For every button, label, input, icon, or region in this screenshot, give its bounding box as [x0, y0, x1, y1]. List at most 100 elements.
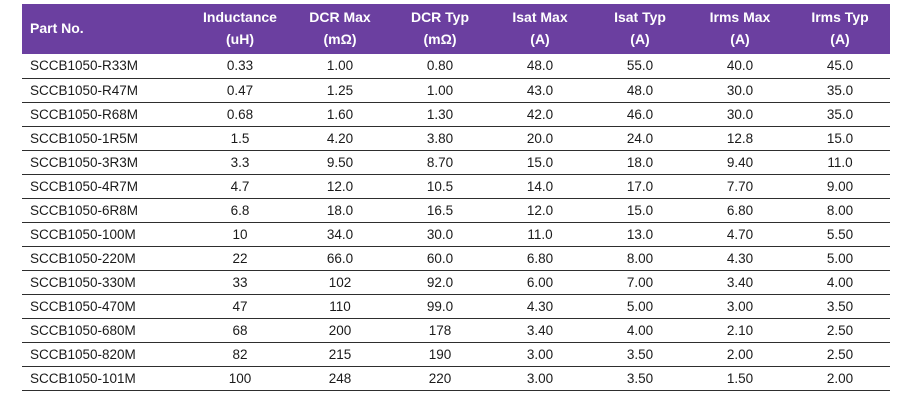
- value-cell: 43.0: [490, 78, 590, 103]
- header-irms-typ: Irms Typ (A): [790, 4, 890, 54]
- table-row: SCCB1050-4R7M 4.7 12.0 10.5 14.0 17.0 7.70 9.00: [22, 174, 890, 199]
- table-row: SCCB1050-470M 47 110 99.0 4.30 5.00 3.00 3.50: [22, 294, 890, 319]
- value-cell: 17.0: [590, 174, 690, 199]
- value-cell: 0.68: [190, 102, 290, 127]
- value-cell: 5.50: [790, 222, 890, 247]
- value-cell: 10.5: [390, 174, 490, 199]
- value-cell: 1.25: [290, 78, 390, 103]
- value-cell: 15.0: [590, 198, 690, 223]
- header-label: DCR Max: [309, 9, 371, 26]
- value-cell: 48.0: [490, 54, 590, 79]
- value-cell: 4.30: [690, 246, 790, 271]
- header-inductance: Inductance (uH): [190, 4, 290, 54]
- value-cell: 12.0: [290, 174, 390, 199]
- value-cell: 18.0: [590, 150, 690, 175]
- value-cell: 0.80: [390, 54, 490, 79]
- header-irms-max: Irms Max (A): [690, 4, 790, 54]
- value-cell: 4.30: [490, 294, 590, 319]
- part-no-cell: SCCB1050-101M: [22, 366, 190, 391]
- value-cell: 4.7: [190, 174, 290, 199]
- table-row: SCCB1050-R68M 0.68 1.60 1.30 42.0 46.0 30.0 35.…: [22, 102, 890, 127]
- part-no-cell: SCCB1050-1R5M: [22, 126, 190, 151]
- value-cell: 215: [290, 342, 390, 367]
- table-row: SCCB1050-1R5M 1.5 4.20 3.80 20.0 24.0 12.8 15.0: [22, 126, 890, 151]
- inductor-spec-table: Part No. Inductance (uH) DCR Max (mΩ) DC…: [22, 4, 890, 391]
- value-cell: 47: [190, 294, 290, 319]
- table-row: SCCB1050-330M 33 102 92.0 6.00 7.00 3.40 4.00: [22, 270, 890, 295]
- value-cell: 12.0: [490, 198, 590, 223]
- part-no-cell: SCCB1050-R33M: [22, 54, 190, 79]
- value-cell: 3.00: [690, 294, 790, 319]
- header-dcr-max: DCR Max (mΩ): [290, 4, 390, 54]
- value-cell: 3.50: [790, 294, 890, 319]
- value-cell: 8.00: [590, 246, 690, 271]
- header-unit: (mΩ): [423, 31, 457, 47]
- value-cell: 16.5: [390, 198, 490, 223]
- value-cell: 110: [290, 294, 390, 319]
- value-cell: 7.70: [690, 174, 790, 199]
- table-row: SCCB1050-R47M 0.47 1.25 1.00 43.0 48.0 30.0 35.…: [22, 78, 890, 103]
- value-cell: 4.00: [790, 270, 890, 295]
- header-unit: (A): [630, 31, 650, 47]
- value-cell: 3.50: [590, 366, 690, 391]
- header-unit: (mΩ): [323, 31, 357, 47]
- value-cell: 6.80: [490, 246, 590, 271]
- value-cell: 22: [190, 246, 290, 271]
- value-cell: 11.0: [790, 150, 890, 175]
- value-cell: 46.0: [590, 102, 690, 127]
- value-cell: 5.00: [790, 246, 890, 271]
- value-cell: 33: [190, 270, 290, 295]
- value-cell: 24.0: [590, 126, 690, 151]
- header-label: Part No.: [30, 20, 84, 37]
- value-cell: 35.0: [790, 78, 890, 103]
- value-cell: 45.0: [790, 54, 890, 79]
- header-label: DCR Typ: [410, 9, 470, 26]
- value-cell: 6.00: [490, 270, 590, 295]
- value-cell: 9.00: [790, 174, 890, 199]
- value-cell: 2.00: [690, 342, 790, 367]
- header-label: Inductance: [203, 9, 277, 26]
- value-cell: 55.0: [590, 54, 690, 79]
- value-cell: 190: [390, 342, 490, 367]
- value-cell: 14.0: [490, 174, 590, 199]
- header-part-no: Part No.: [22, 4, 190, 54]
- header-label: Isat Typ: [614, 9, 666, 26]
- value-cell: 200: [290, 318, 390, 343]
- value-cell: 1.00: [290, 54, 390, 79]
- value-cell: 12.8: [690, 126, 790, 151]
- table-row: SCCB1050-6R8M 6.8 18.0 16.5 12.0 15.0 6.80 8.00: [22, 198, 890, 223]
- value-cell: 9.40: [690, 150, 790, 175]
- value-cell: 10: [190, 222, 290, 247]
- value-cell: 3.00: [490, 342, 590, 367]
- value-cell: 102: [290, 270, 390, 295]
- value-cell: 220: [390, 366, 490, 391]
- table-row: SCCB1050-820M 82 215 190 3.00 3.50 2.00 2.50: [22, 342, 890, 367]
- value-cell: 9.50: [290, 150, 390, 175]
- value-cell: 40.0: [690, 54, 790, 79]
- value-cell: 6.80: [690, 198, 790, 223]
- value-cell: 60.0: [390, 246, 490, 271]
- header-isat-typ: Isat Typ (A): [590, 4, 690, 54]
- part-no-cell: SCCB1050-470M: [22, 294, 190, 319]
- part-no-cell: SCCB1050-820M: [22, 342, 190, 367]
- part-no-cell: SCCB1050-R47M: [22, 78, 190, 103]
- part-no-cell: SCCB1050-680M: [22, 318, 190, 343]
- value-cell: 4.00: [590, 318, 690, 343]
- value-cell: 7.00: [590, 270, 690, 295]
- value-cell: 20.0: [490, 126, 590, 151]
- value-cell: 100: [190, 366, 290, 391]
- table-row: SCCB1050-100M 10 34.0 30.0 11.0 13.0 4.70 5.50: [22, 222, 890, 247]
- value-cell: 3.40: [490, 318, 590, 343]
- value-cell: 5.00: [590, 294, 690, 319]
- value-cell: 48.0: [590, 78, 690, 103]
- value-cell: 1.30: [390, 102, 490, 127]
- table-row: SCCB1050-220M 22 66.0 60.0 6.80 8.00 4.30 5.00: [22, 246, 890, 271]
- header-unit: (A): [530, 31, 550, 47]
- value-cell: 66.0: [290, 246, 390, 271]
- value-cell: 15.0: [490, 150, 590, 175]
- value-cell: 15.0: [790, 126, 890, 151]
- header-unit: (A): [830, 31, 850, 47]
- value-cell: 178: [390, 318, 490, 343]
- value-cell: 4.70: [690, 222, 790, 247]
- value-cell: 42.0: [490, 102, 590, 127]
